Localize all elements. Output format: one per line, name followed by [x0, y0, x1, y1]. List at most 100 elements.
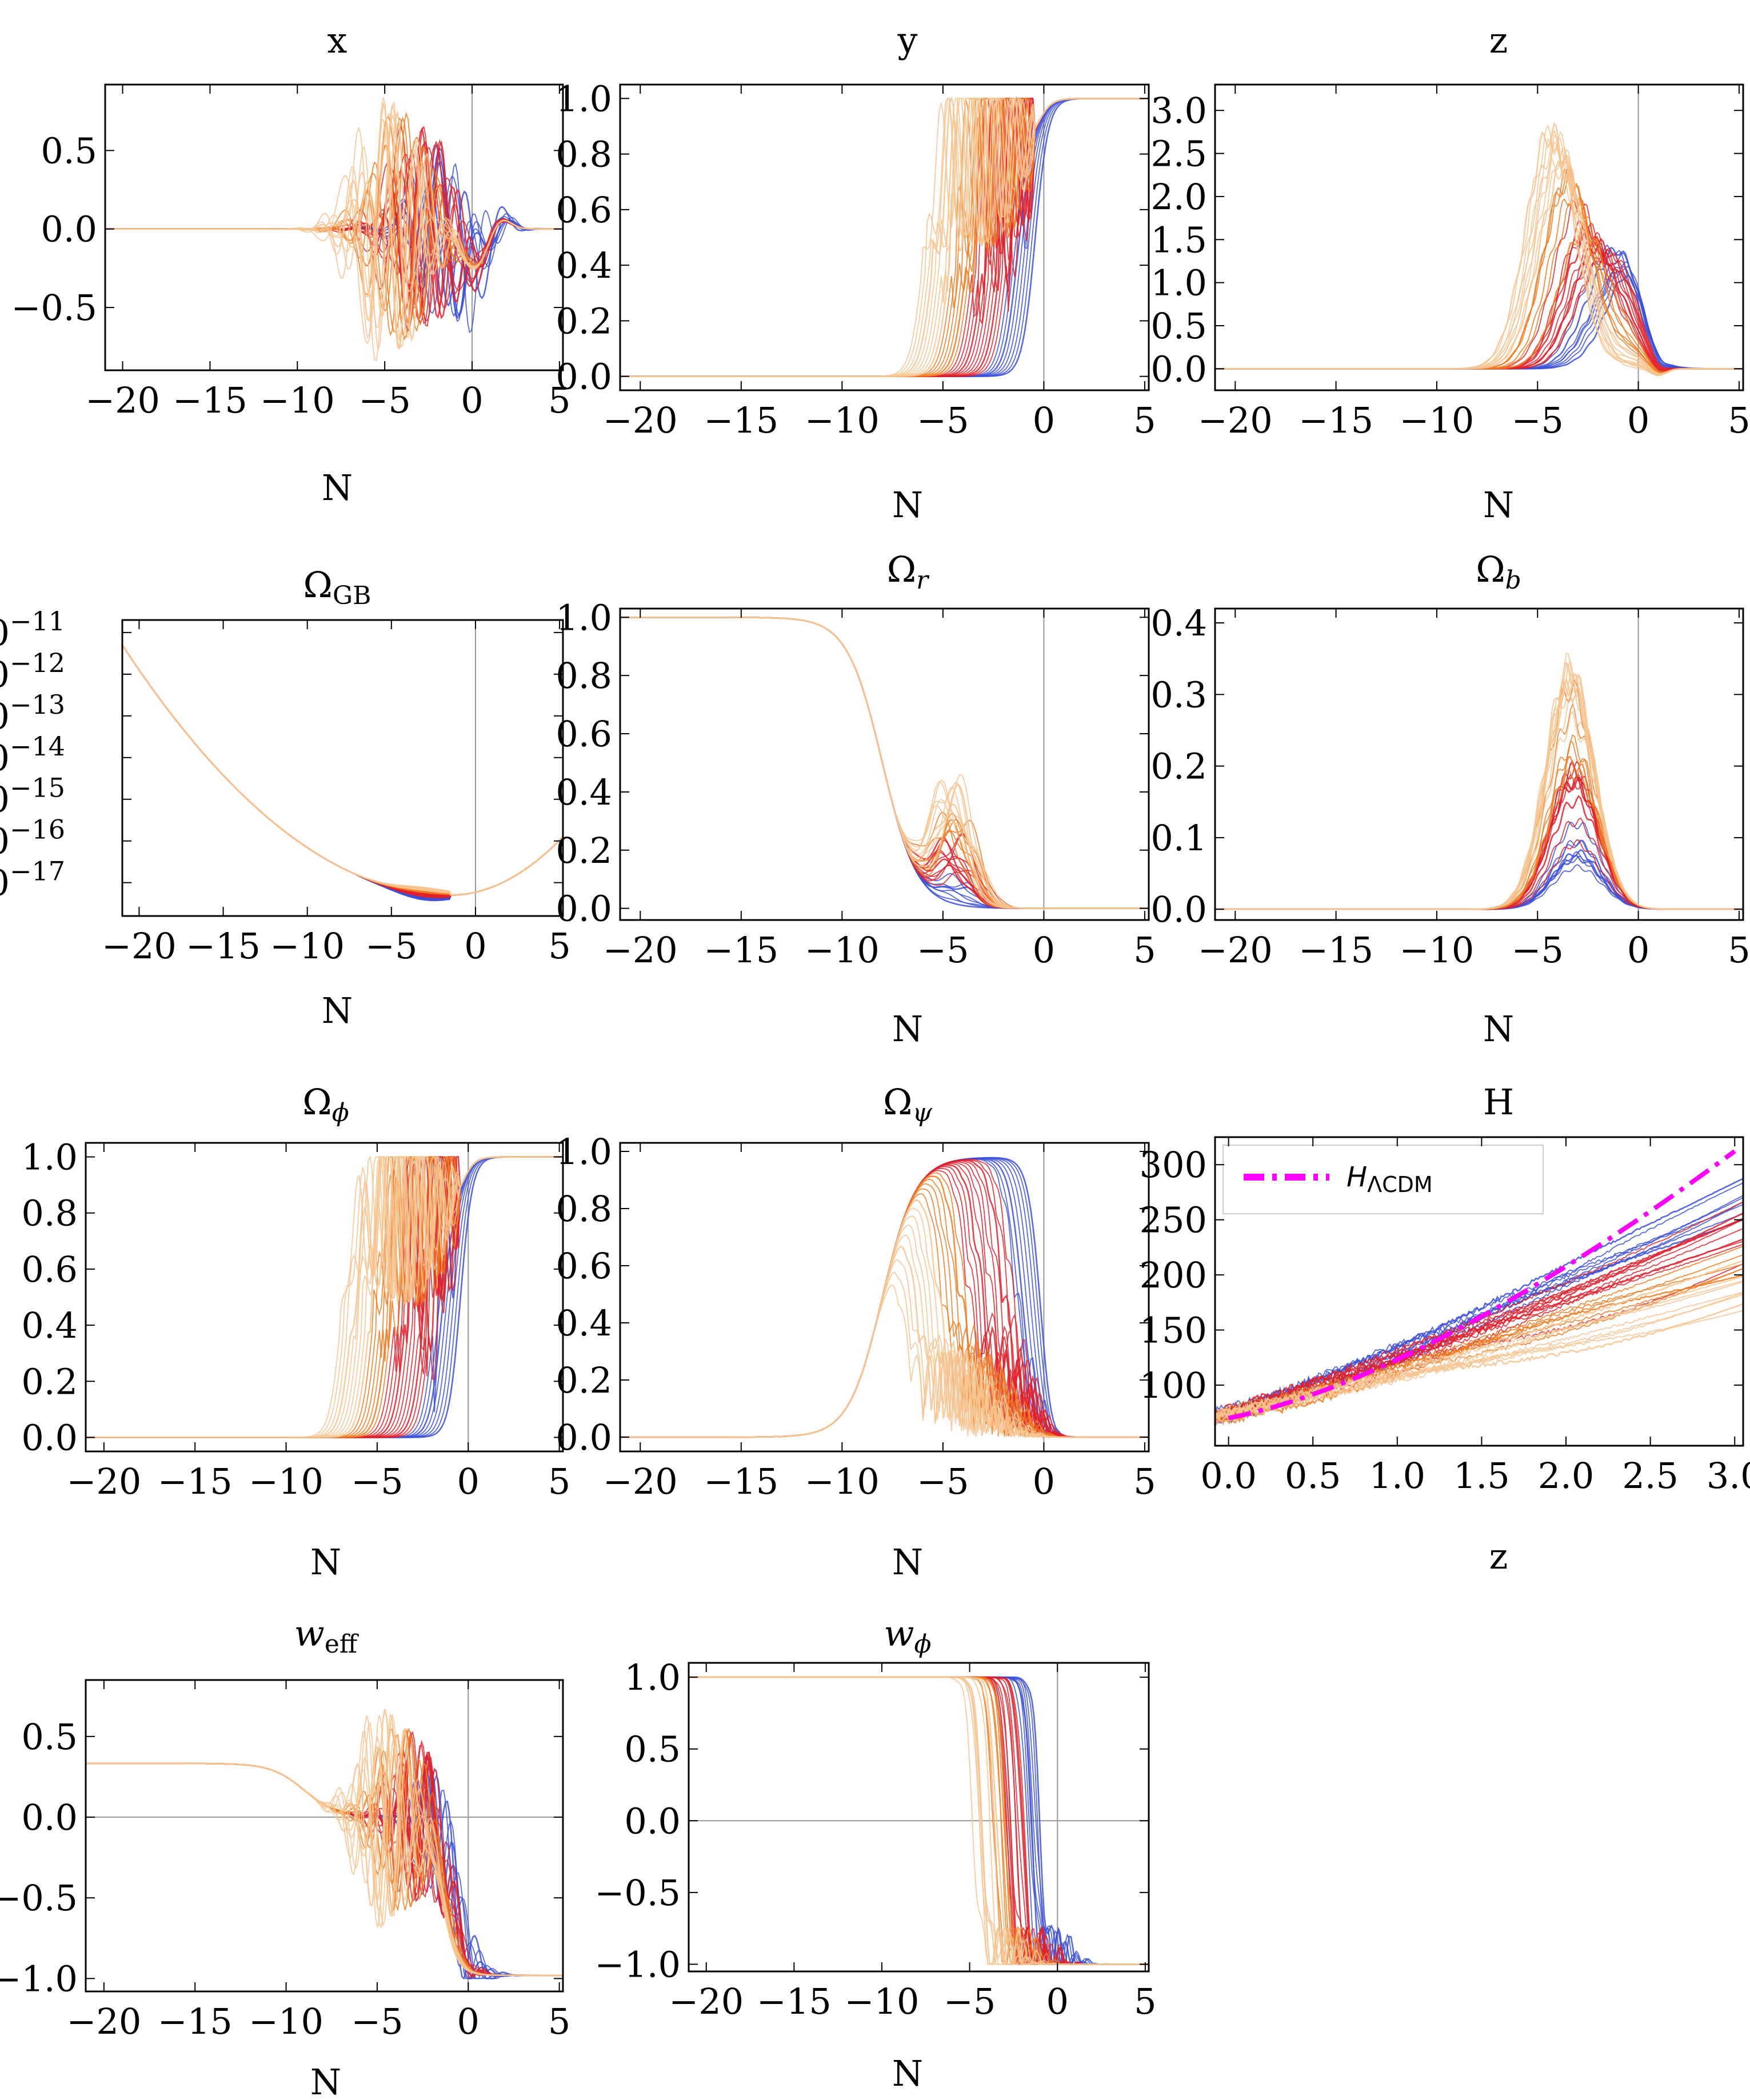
y-tick-label: 0.6: [556, 1245, 612, 1287]
series-line: [620, 617, 1149, 909]
series-group: [1215, 653, 1743, 910]
series-line: [122, 645, 563, 896]
x-tick-label: 1.5: [1453, 1455, 1510, 1497]
series-line: [122, 645, 563, 899]
panel-title: Ωr: [887, 549, 930, 595]
panel-title-sub: ψ: [912, 1098, 932, 1127]
series-line: [122, 645, 563, 898]
series-line: [122, 645, 563, 899]
series-line: [620, 1175, 1149, 1438]
panel-z: z −20 −15 −10 −5 0 5 0.00.51.01.52.02.53.0 N: [1150, 19, 1750, 526]
panel-title: ΩGB: [303, 564, 371, 610]
y-tick-label: −1.0: [594, 1943, 681, 1985]
x-tick-label: 5: [1728, 399, 1750, 441]
panel-title: Ωψ: [883, 1081, 932, 1127]
series-line: [122, 645, 563, 900]
series-line: [122, 645, 563, 896]
series-line: [620, 1166, 1149, 1438]
series-line: [86, 1729, 563, 1976]
x-axis-label: N: [310, 2061, 341, 2100]
series-line: [620, 1162, 1149, 1439]
series-line: [122, 645, 563, 901]
axes-frame: [619, 1142, 1150, 1453]
x-tick-label: 5: [548, 1461, 570, 1502]
series-line: [620, 98, 1149, 377]
series-line: [86, 1156, 563, 1438]
series-line: [86, 1156, 563, 1438]
y-tick-label: 10−17: [0, 856, 65, 904]
series-group: [620, 617, 1149, 909]
series-line: [86, 1729, 563, 1976]
series-line: [86, 1156, 563, 1438]
series-line: [1215, 261, 1743, 370]
y-tick-label: 0.5: [21, 1716, 78, 1758]
series-line: [620, 617, 1149, 909]
panel-H: HHΛCDM0.00.51.01.52.02.53.01001502002503…: [1140, 1081, 1750, 1577]
y-tick-label: −0.5: [594, 1872, 681, 1914]
y-tick-label: 0.0: [1150, 889, 1207, 930]
series-line: [86, 1156, 563, 1438]
y-tick-label: 0.0: [21, 1417, 78, 1458]
y-tick-label: 0.5: [624, 1729, 681, 1770]
series-line: [122, 645, 563, 902]
series-line: [1215, 141, 1743, 376]
series-line: [1215, 741, 1743, 910]
x-axis-label: N: [1483, 484, 1514, 526]
x-tick-label: 5: [548, 379, 570, 421]
series-line: [620, 1193, 1149, 1438]
x-tick-label: −20: [603, 929, 678, 971]
y-tick-base: 10: [0, 862, 10, 904]
series-group: [620, 96, 1149, 377]
series-line: [620, 617, 1149, 909]
series-line: [620, 617, 1149, 909]
legend: HΛCDM: [1222, 1145, 1544, 1214]
series-line: [1215, 246, 1743, 370]
series-line: [620, 617, 1149, 909]
x-tick-label: −15: [186, 925, 261, 967]
series-line: [620, 1245, 1149, 1438]
series-line: [620, 617, 1149, 909]
y-tick-label: 0.4: [556, 771, 612, 813]
series-line: [86, 1156, 563, 1438]
series-line: [689, 1677, 1149, 1965]
series-line: [620, 98, 1149, 377]
series-line: [122, 645, 563, 896]
series-line: [86, 1714, 563, 1976]
series-line: [620, 98, 1149, 377]
x-tick-label: −15: [1298, 399, 1373, 441]
series-line: [1215, 147, 1743, 375]
series-line: [122, 645, 563, 898]
series-line: [1215, 221, 1743, 371]
series-line: [1215, 166, 1743, 374]
series-line: [86, 1156, 563, 1438]
series-line: [620, 617, 1149, 909]
y-tick-base: 10: [0, 695, 10, 737]
y-tick-label: 2.5: [1150, 133, 1207, 175]
series-line: [1215, 266, 1743, 370]
panel-title: weff: [294, 1613, 359, 1659]
series-line: [86, 1749, 563, 1977]
series-line: [86, 1156, 563, 1438]
series-line: [86, 1156, 563, 1438]
panel-title-main: w: [884, 1613, 914, 1654]
panel-title-sub: ϕ: [332, 1098, 349, 1127]
series-line: [86, 1156, 563, 1438]
series-line: [122, 645, 563, 896]
x-tick-label: −15: [1298, 929, 1373, 971]
series-line: [1215, 159, 1743, 375]
y-tick-label: 0.8: [21, 1193, 78, 1234]
series-line: [620, 617, 1149, 909]
series-line: [620, 97, 1149, 377]
series-line: [105, 116, 563, 325]
series-line: [1215, 839, 1743, 910]
series-line: [620, 617, 1149, 909]
series-group: [1215, 122, 1743, 377]
x-tick-label: 0: [461, 379, 483, 421]
panel-title: Ωϕ: [302, 1081, 349, 1127]
series-line: [86, 1730, 563, 1976]
series-line: [122, 645, 563, 896]
y-tick-label: −0.5: [11, 287, 97, 329]
x-tick-label: 0: [464, 925, 486, 967]
series-line: [86, 1744, 563, 1976]
legend-label: HΛCDM: [1347, 1161, 1433, 1197]
